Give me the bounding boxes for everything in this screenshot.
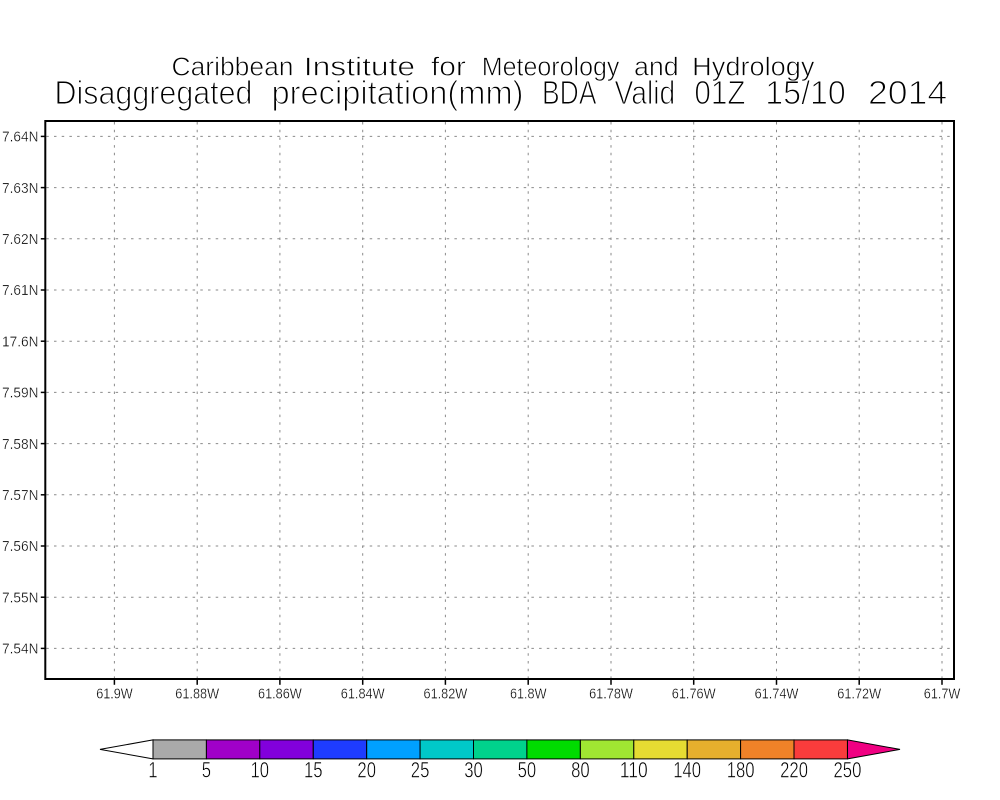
svg-text:7.61N: 7.61N	[2, 282, 39, 299]
svg-text:7.62N: 7.62N	[2, 231, 39, 248]
svg-text:5: 5	[202, 758, 211, 783]
svg-text:Disaggregated: Disaggregated	[55, 75, 253, 112]
svg-text:61.8W: 61.8W	[510, 686, 547, 703]
svg-text:61.76W: 61.76W	[672, 686, 717, 703]
svg-text:17.6N: 17.6N	[2, 333, 39, 350]
svg-text:for: for	[431, 52, 466, 82]
svg-text:61.74W: 61.74W	[755, 686, 800, 703]
svg-text:80: 80	[571, 758, 590, 783]
svg-text:Meteorology: Meteorology	[482, 52, 620, 82]
svg-text:7.55N: 7.55N	[2, 589, 39, 606]
svg-text:61.9W: 61.9W	[96, 686, 133, 703]
svg-text:7.54N: 7.54N	[2, 641, 39, 658]
svg-text:50: 50	[518, 758, 537, 783]
svg-text:Institute: Institute	[304, 52, 415, 82]
svg-text:30: 30	[464, 758, 483, 783]
svg-text:Caribbean: Caribbean	[172, 52, 294, 82]
svg-text:61.84W: 61.84W	[341, 686, 386, 703]
svg-text:7.57N: 7.57N	[2, 487, 39, 504]
svg-text:7.56N: 7.56N	[2, 538, 39, 555]
svg-text:61.72W: 61.72W	[837, 686, 882, 703]
svg-text:61.82W: 61.82W	[424, 686, 469, 703]
svg-text:7.59N: 7.59N	[2, 385, 39, 402]
svg-text:BDA: BDA	[542, 75, 597, 112]
svg-text:180: 180	[727, 758, 755, 783]
svg-text:140: 140	[673, 758, 701, 783]
svg-text:220: 220	[780, 758, 808, 783]
svg-text:250: 250	[834, 758, 862, 783]
svg-text:1: 1	[148, 758, 157, 783]
svg-text:61.88W: 61.88W	[175, 686, 220, 703]
svg-text:61.7W: 61.7W	[924, 686, 961, 703]
svg-text:7.58N: 7.58N	[2, 436, 39, 453]
svg-text:precipitation(mm): precipitation(mm)	[272, 75, 524, 112]
svg-text:7.63N: 7.63N	[2, 180, 39, 197]
svg-text:2014: 2014	[868, 75, 947, 112]
svg-text:20: 20	[357, 758, 376, 783]
svg-text:25: 25	[411, 758, 430, 783]
svg-text:Hydrology: Hydrology	[692, 52, 815, 82]
svg-text:7.64N: 7.64N	[2, 129, 39, 146]
svg-text:15/10: 15/10	[765, 75, 846, 112]
svg-text:61.86W: 61.86W	[258, 686, 303, 703]
svg-text:61.78W: 61.78W	[589, 686, 634, 703]
svg-text:and: and	[634, 52, 679, 82]
svg-text:110: 110	[620, 758, 648, 783]
svg-text:10: 10	[251, 758, 270, 783]
svg-text:15: 15	[304, 758, 323, 783]
svg-text:Valid: Valid	[615, 75, 676, 112]
svg-text:01Z: 01Z	[694, 75, 745, 112]
